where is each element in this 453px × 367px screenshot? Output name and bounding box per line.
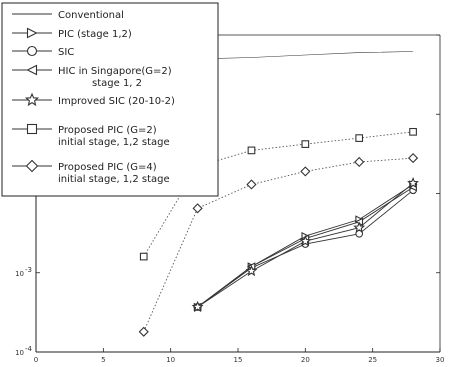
square-marker <box>26 123 38 135</box>
legend-label: Proposed PIC (G=4) <box>58 162 157 173</box>
legend-item: PIC (stage 1,2) <box>12 27 132 40</box>
legend-label: HIC in Singapore(G=2) <box>58 66 172 77</box>
legend-label: Proposed PIC (G=2) <box>58 125 157 136</box>
y-tick-exponent: -4 <box>25 345 33 353</box>
legend-item: Conventional <box>12 10 124 21</box>
legend-item: Proposed PIC (G=4)initial stage, 1,2 sta… <box>12 159 170 185</box>
star-marker <box>299 234 312 247</box>
diamond-marker <box>407 152 419 164</box>
series-diamond <box>138 152 419 337</box>
legend-item: Improved SIC (20-10-2) <box>12 92 175 107</box>
square-marker <box>301 140 310 148</box>
x-tick-label: 0 <box>34 356 38 364</box>
diamond-marker <box>300 166 311 177</box>
legend-item: HIC in Singapore(G=2)stage 1, 2 <box>12 64 172 89</box>
diamond-marker <box>25 159 39 173</box>
diamond-marker <box>246 179 257 190</box>
legend-label: stage 1, 2 <box>92 78 142 89</box>
x-tick-label: 15 <box>234 356 243 364</box>
legend-label: PIC (stage 1,2) <box>58 29 132 40</box>
legend-label: Improved SIC (20-10-2) <box>58 96 175 107</box>
legend-item: Proposed PIC (G=2)initial stage, 1,2 sta… <box>12 123 170 148</box>
legend-label: initial stage, 1,2 stage <box>58 174 170 185</box>
square-marker <box>355 134 364 142</box>
square-marker <box>409 127 417 136</box>
legend: Conventional PIC (stage 1,2) SIC HIC in Sin… <box>1 2 219 197</box>
x-tick-label: 30 <box>436 356 445 364</box>
square-marker <box>139 252 148 261</box>
x-tick-label: 5 <box>101 356 105 364</box>
star-marker <box>24 92 40 107</box>
y-tick-label: 10 <box>15 349 24 357</box>
star-marker <box>245 264 258 277</box>
legend-box <box>1 2 219 197</box>
circle-marker <box>26 45 38 57</box>
y-tick-label: 10 <box>15 270 24 278</box>
y-tick-exponent: -3 <box>25 266 32 274</box>
legend-label: Conventional <box>58 10 124 21</box>
star-marker <box>353 221 366 233</box>
x-tick-label: 10 <box>166 356 175 364</box>
triangle-right-marker <box>26 27 38 39</box>
x-tick-label: 25 <box>368 356 377 364</box>
star-marker <box>407 176 419 189</box>
diamond-marker <box>354 156 365 168</box>
series-star <box>191 176 419 313</box>
series-line <box>143 157 414 332</box>
legend-label: initial stage, 1,2 stage <box>58 137 170 148</box>
star-marker <box>191 300 204 313</box>
x-tick-label: 20 <box>301 356 310 364</box>
square-marker <box>247 146 256 155</box>
triangle-left-marker <box>26 64 38 76</box>
legend-item: SIC <box>12 45 74 58</box>
diamond-marker <box>192 203 203 214</box>
legend-label: SIC <box>58 47 74 58</box>
diamond-marker <box>138 326 149 337</box>
